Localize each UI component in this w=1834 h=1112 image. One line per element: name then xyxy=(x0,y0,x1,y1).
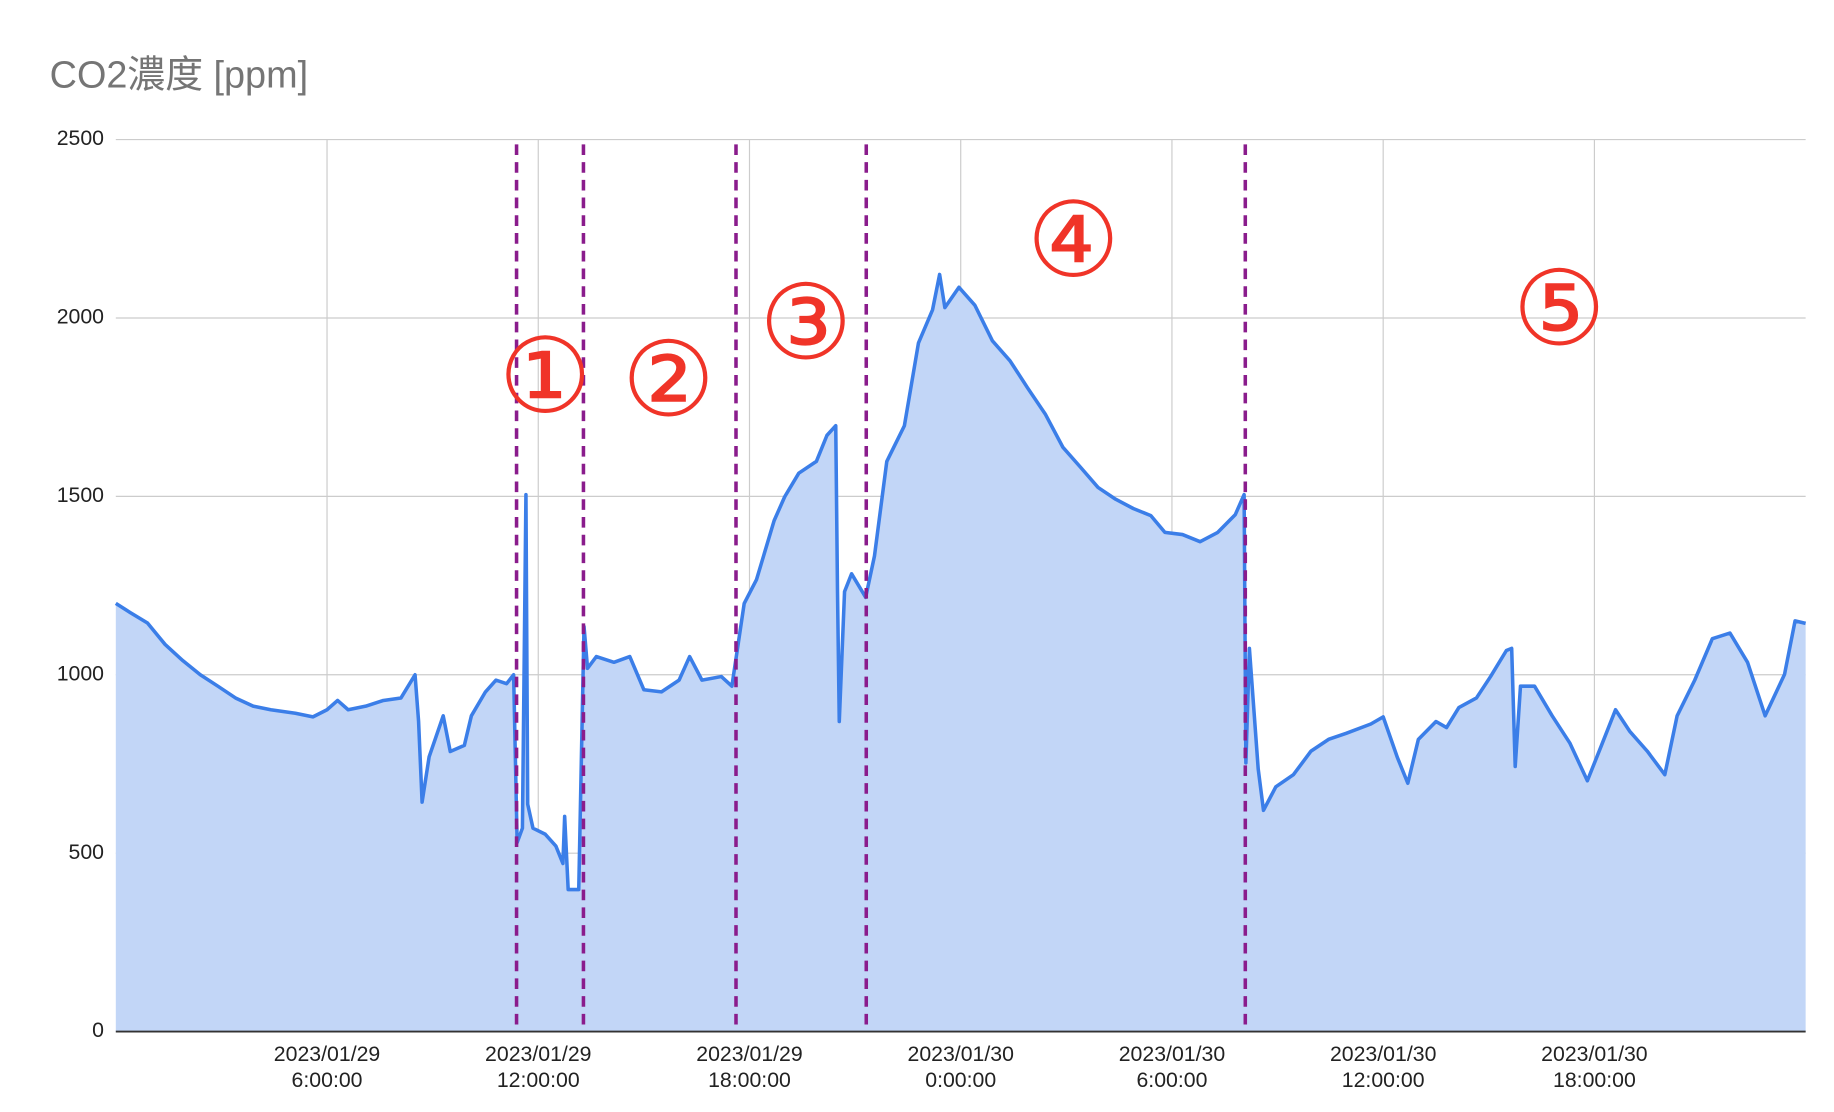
x-tick-label: 2023/01/29 12:00:00 xyxy=(485,1042,592,1092)
x-tick-label: 2023/01/30 6:00:00 xyxy=(1118,1042,1226,1092)
x-tick-label: 2023/01/30 18:00:00 xyxy=(1541,1042,1648,1092)
x-tick-label: 2023/01/30 12:00:00 xyxy=(1329,1042,1437,1092)
y-tick-label: 2500 xyxy=(57,126,104,150)
annotation: ③ xyxy=(759,266,852,382)
x-tick-label: 2023/01/29 18:00:00 xyxy=(696,1042,803,1092)
y-tick-label: 0 xyxy=(92,1018,104,1042)
annotation: ⑤ xyxy=(1513,251,1606,367)
chart-title: CO2濃度 [ppm] xyxy=(49,53,309,96)
y-tick-label: 500 xyxy=(69,840,104,864)
x-tick-label: 2023/01/30 0:00:00 xyxy=(907,1042,1014,1092)
y-tick-label: 1500 xyxy=(57,483,104,507)
x-tick-label: 2023/01/29 6:00:00 xyxy=(273,1042,381,1092)
y-tick-label: 2000 xyxy=(57,305,104,329)
annotation: ② xyxy=(622,322,715,438)
annotation: ④ xyxy=(1027,183,1120,299)
y-tick-label: 1000 xyxy=(57,661,104,685)
area-fill xyxy=(115,274,1806,1032)
annotation: ① xyxy=(499,319,592,435)
data-line xyxy=(114,272,1807,892)
